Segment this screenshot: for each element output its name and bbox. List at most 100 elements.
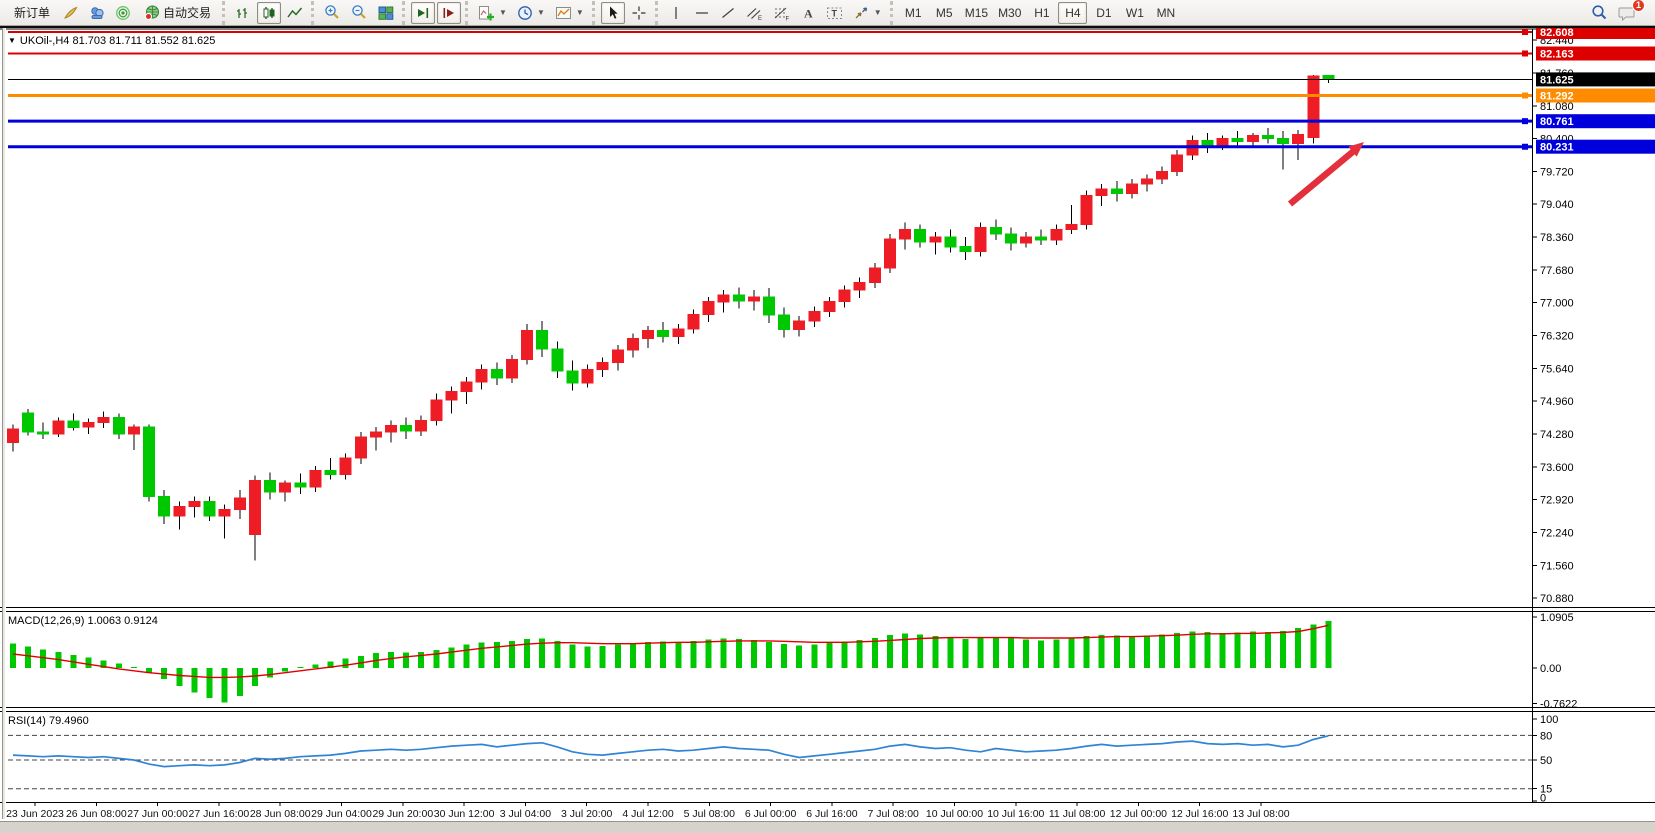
bullish-candle: [475, 368, 488, 383]
macd-histogram-bar: [796, 645, 803, 668]
timeframe-button-h4[interactable]: H4: [1058, 1, 1088, 24]
auto-scroll-icon: [418, 7, 429, 18]
trendline-button[interactable]: [716, 2, 740, 24]
macd-histogram-bar: [841, 641, 848, 668]
bullish-candle: [1050, 228, 1063, 241]
macd-histogram-bar: [1310, 624, 1317, 668]
timeframe-button-m5[interactable]: M5: [935, 5, 953, 20]
timeframe-button-h1[interactable]: H1: [1034, 5, 1050, 20]
bullish-candle: [1171, 154, 1184, 172]
shapes-button[interactable]: ▼: [849, 2, 886, 24]
bullish-candle: [929, 236, 942, 243]
cursor-button[interactable]: [600, 1, 625, 24]
auto-scroll-button[interactable]: [411, 1, 436, 24]
collapse-triangle-icon[interactable]: ▼: [8, 36, 16, 45]
macd-histogram-bar: [1264, 631, 1271, 668]
date-label: 11 Jul 08:00: [1049, 808, 1106, 820]
toolbar-group-scroll: [402, 0, 462, 25]
bullish-candle: [1080, 195, 1093, 225]
level-handle[interactable]: [1522, 118, 1528, 125]
chart-canvas: 82.44081.76081.08080.40079.72079.04078.3…: [0, 28, 1655, 821]
chart-shift-button[interactable]: [437, 1, 462, 24]
bearish-candle: [400, 424, 413, 432]
add-indicator-button[interactable]: ▼: [474, 2, 511, 24]
macd-histogram-bar: [992, 637, 999, 668]
toolbar: 新订单 自动交易: [0, 0, 1655, 26]
chart-window: 82.44081.76081.08080.40079.72079.04078.3…: [0, 26, 1655, 833]
equidistant-channel-button[interactable]: E: [742, 2, 767, 24]
horizontal-line-button[interactable]: [690, 2, 714, 24]
zoom-in-button[interactable]: [320, 2, 345, 24]
date-label: 12 Jul 00:00: [1110, 808, 1167, 820]
macd-histogram-bar: [130, 667, 137, 668]
bullish-candle: [702, 301, 715, 315]
macd-histogram-bar: [599, 646, 606, 668]
notifications-button[interactable]: 1: [1614, 0, 1645, 24]
svg-text:F: F: [785, 16, 789, 21]
autotrading-button[interactable]: 自动交易: [137, 2, 218, 24]
price-tick-label: 81.080: [1540, 101, 1574, 113]
bearish-candle: [158, 496, 171, 517]
date-label: 10 Jul 00:00: [926, 808, 983, 820]
line-chart-button[interactable]: [283, 2, 307, 24]
zoom-in-icon: [325, 5, 339, 19]
templates-button[interactable]: ▼: [551, 2, 588, 24]
crosshair-icon: [632, 6, 646, 19]
macd-histogram-bar: [614, 644, 621, 668]
text-button[interactable]: A: [796, 2, 820, 24]
price-tick-label: 77.680: [1540, 265, 1574, 277]
chevron-down-icon: ▼: [873, 8, 882, 17]
periods-button[interactable]: ▼: [513, 2, 549, 24]
trend-arrow-line[interactable]: [1287, 149, 1356, 207]
macd-histogram-bar: [267, 668, 274, 678]
bullish-candle: [838, 289, 851, 303]
price-badge: [1536, 88, 1655, 103]
bullish-candle: [309, 470, 322, 488]
level-handle[interactable]: [1522, 29, 1528, 35]
toolbar-group-zoom: [311, 0, 399, 25]
timeframe-button-m1[interactable]: M1: [904, 5, 922, 20]
text-label-button[interactable]: T: [822, 2, 847, 24]
macd-histogram-bar: [660, 641, 667, 668]
cloud-contact-button[interactable]: [85, 2, 109, 24]
macd-tick-label: 0.00: [1540, 663, 1561, 675]
new-order-button[interactable]: 新订单: [14, 6, 51, 20]
level-handle[interactable]: [1522, 50, 1528, 57]
timeframe-button-m30[interactable]: M30: [998, 5, 1022, 20]
window-bottom-edge: [0, 821, 1655, 833]
macd-signal-line: [12, 624, 1329, 679]
vertical-line-button[interactable]: [664, 2, 688, 24]
bar-chart-button[interactable]: [231, 2, 255, 24]
macd-histogram-bar: [493, 641, 500, 668]
fibonacci-button[interactable]: F: [769, 2, 794, 24]
date-label: 7 Jul 08:00: [868, 808, 920, 820]
tile-windows-button[interactable]: [374, 2, 398, 24]
crosshair-button[interactable]: [627, 2, 651, 24]
bullish-candle: [430, 399, 443, 422]
bearish-candle: [1231, 138, 1244, 142]
timeframe-button-w1[interactable]: W1: [1125, 5, 1144, 20]
zoom-out-button[interactable]: [347, 2, 372, 24]
level-handle[interactable]: [1522, 92, 1528, 99]
date-label: 13 Jul 08:00: [1232, 808, 1289, 820]
bullish-candle: [385, 424, 397, 433]
search-button[interactable]: [1587, 2, 1612, 24]
timeframe-button-mn[interactable]: MN: [1156, 5, 1176, 20]
trend-arrow-head[interactable]: [1348, 142, 1364, 157]
macd-histogram-bar: [766, 641, 772, 668]
signal-button[interactable]: [111, 2, 135, 24]
macd-histogram-bar: [1325, 620, 1332, 668]
price-badge: [1536, 28, 1655, 39]
chart-title: ▼ UKOil-,H4 81.703 81.711 81.552 81.625: [8, 35, 215, 47]
feather-button[interactable]: [59, 2, 83, 24]
candlestick-chart-button[interactable]: [257, 1, 282, 24]
timeframe-button-m15[interactable]: M15: [964, 5, 989, 20]
bearish-candle: [959, 246, 972, 252]
level-handle[interactable]: [1522, 143, 1528, 150]
add-indicator-icon: [479, 5, 495, 20]
macd-histogram-bar: [282, 668, 289, 672]
price-badge-label: 82.608: [1540, 28, 1574, 39]
bullish-candle: [52, 420, 65, 435]
timeframe-button-d1[interactable]: D1: [1096, 5, 1112, 20]
arrows-shapes-icon: [855, 6, 867, 18]
